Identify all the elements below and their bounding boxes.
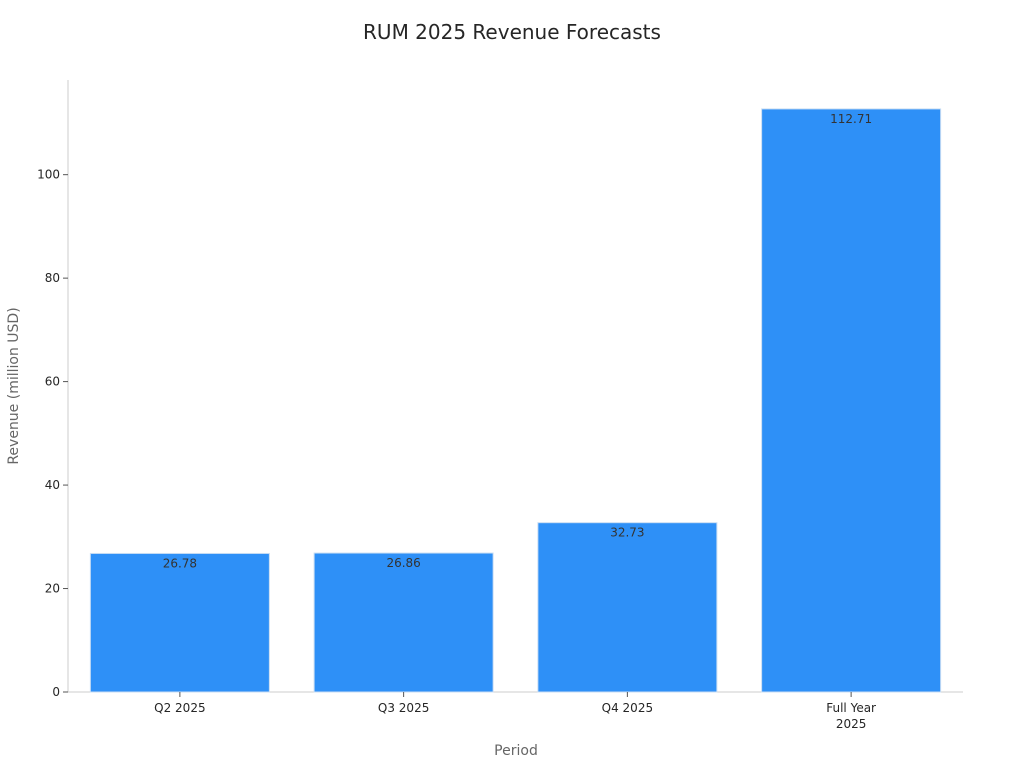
- x-tick-label-line: 2025: [836, 717, 867, 731]
- x-tick-label-line: Full Year: [826, 701, 876, 715]
- bar: [537, 522, 718, 693]
- x-tick-label: Q3 2025: [378, 701, 429, 715]
- bar: [313, 552, 494, 693]
- y-tick-label: 100: [37, 168, 60, 182]
- bar-value-label: 26.78: [163, 556, 197, 570]
- x-axis-label: Period: [494, 743, 538, 759]
- x-tick-label: Full Year 2025: [826, 701, 876, 731]
- x-tick-label: Q2 2025: [154, 701, 205, 715]
- y-tick-label: 80: [45, 271, 60, 285]
- chart-title: RUM 2025 Revenue Forecasts: [363, 20, 661, 44]
- x-axis-ticks: Q2 2025 Q3 2025 Q4 2025 Full Year 2025: [154, 692, 876, 731]
- y-tick-label: 40: [45, 478, 60, 492]
- y-tick-label: 20: [45, 582, 60, 596]
- bar: [761, 108, 942, 693]
- bar-value-label: 32.73: [610, 526, 644, 540]
- y-axis-ticks: 0 20 40 60 80 100: [37, 168, 68, 699]
- y-axis-label: Revenue (million USD): [6, 307, 22, 464]
- x-tick-label: Q4 2025: [602, 701, 653, 715]
- bar-value-label: 112.71: [830, 112, 872, 126]
- y-tick-label: 60: [45, 375, 60, 389]
- y-tick-label: 0: [52, 685, 60, 699]
- bar: [89, 552, 270, 693]
- bars-group: 26.78 26.86 32.73 112.71: [89, 108, 942, 693]
- bar-value-label: 26.86: [386, 556, 420, 570]
